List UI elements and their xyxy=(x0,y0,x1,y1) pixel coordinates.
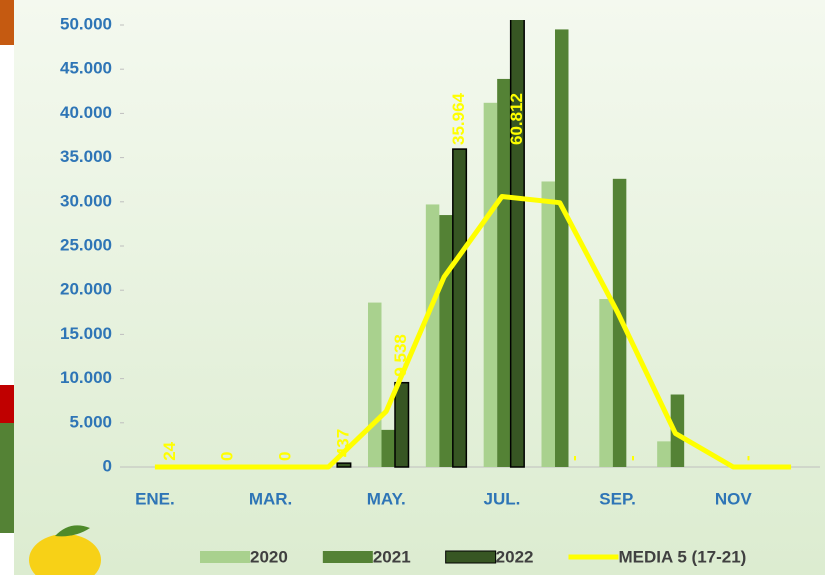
x-tick-label: SEP. xyxy=(599,489,636,508)
x-tick-label: MAY. xyxy=(367,489,406,508)
y-tick-label: 20.000 xyxy=(60,280,112,299)
bar xyxy=(395,383,409,467)
data-label: - xyxy=(738,455,757,461)
bar xyxy=(657,441,671,467)
data-label: 9.538 xyxy=(391,334,410,377)
data-label: 60.812 xyxy=(507,93,526,145)
x-tick-label: MAR. xyxy=(249,489,292,508)
legend-label: 2022 xyxy=(496,547,534,566)
data-label: 35.964 xyxy=(449,92,468,145)
bar xyxy=(368,303,382,467)
y-tick-label: 15.000 xyxy=(60,324,112,343)
data-label: 0 xyxy=(276,452,295,461)
bar xyxy=(599,299,613,467)
bar xyxy=(337,463,351,467)
y-tick-label: 40.000 xyxy=(60,103,112,122)
left-strip xyxy=(0,0,14,575)
legend-swatch xyxy=(200,551,250,563)
bar xyxy=(439,215,453,467)
bar xyxy=(484,103,498,467)
bar xyxy=(542,181,556,467)
y-tick-label: 5.000 xyxy=(69,412,112,431)
bar xyxy=(511,0,524,467)
legend-swatch xyxy=(446,551,496,563)
bar xyxy=(426,204,440,467)
x-tick-label: NOV xyxy=(715,489,753,508)
data-label: - xyxy=(565,455,584,461)
y-tick-label: 25.000 xyxy=(60,235,112,254)
y-tick-label: 0 xyxy=(103,456,112,475)
y-tick-label: 30.000 xyxy=(60,191,112,210)
data-label: 0 xyxy=(218,452,237,461)
legend-swatch xyxy=(323,551,373,563)
data-label: 24 xyxy=(160,441,179,460)
legend-label: MEDIA 5 (17-21) xyxy=(618,547,746,566)
bar xyxy=(555,29,569,467)
data-label: 437 xyxy=(333,429,352,457)
y-tick-label: 35.000 xyxy=(60,147,112,166)
x-tick-label: JUL. xyxy=(483,489,520,508)
y-tick-label: 50.000 xyxy=(60,14,112,33)
data-label: - xyxy=(623,455,642,461)
legend-label: 2020 xyxy=(250,547,288,566)
legend-label: 2021 xyxy=(373,547,411,566)
bar xyxy=(453,149,467,467)
x-tick-label: ENE. xyxy=(135,489,175,508)
bar xyxy=(382,430,396,467)
y-tick-label: 10.000 xyxy=(60,368,112,387)
y-tick-label: 45.000 xyxy=(60,59,112,78)
